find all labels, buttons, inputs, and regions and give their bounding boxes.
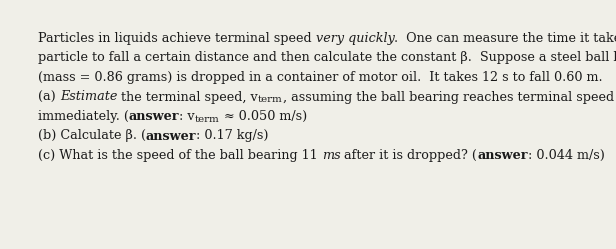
Text: very quickly: very quickly (315, 32, 394, 45)
Text: answer: answer (477, 149, 528, 162)
Text: (b) Calculate β. (: (b) Calculate β. ( (38, 129, 146, 142)
Text: answer: answer (129, 110, 179, 123)
Text: ≈ 0.050 m/s): ≈ 0.050 m/s) (220, 110, 307, 123)
Text: answer: answer (146, 129, 197, 142)
Text: Particles in liquids achieve terminal speed: Particles in liquids achieve terminal sp… (38, 32, 315, 45)
Text: : v: : v (179, 110, 195, 123)
Text: term: term (195, 115, 220, 124)
Text: the terminal speed, v: the terminal speed, v (117, 90, 258, 104)
Text: ms: ms (322, 149, 340, 162)
Text: after it is dropped? (: after it is dropped? ( (340, 149, 477, 162)
Text: particle to fall a certain distance and then calculate the constant β.  Suppose : particle to fall a certain distance and … (38, 52, 616, 64)
Text: Estimate: Estimate (60, 90, 117, 104)
Text: term: term (258, 95, 283, 104)
Text: immediately. (: immediately. ( (38, 110, 129, 123)
Text: (c) What is the speed of the ball bearing 11: (c) What is the speed of the ball bearin… (38, 149, 322, 162)
Text: (a): (a) (38, 90, 60, 104)
Text: , assuming the ball bearing reaches terminal speed almost: , assuming the ball bearing reaches term… (283, 90, 616, 104)
Text: (mass = 0.86 grams) is dropped in a container of motor oil.  It takes 12 s to fa: (mass = 0.86 grams) is dropped in a cont… (38, 71, 602, 84)
Text: : 0.17 kg/s): : 0.17 kg/s) (197, 129, 269, 142)
Text: : 0.044 m/s): : 0.044 m/s) (528, 149, 604, 162)
Text: .  One can measure the time it takes for a: . One can measure the time it takes for … (394, 32, 616, 45)
